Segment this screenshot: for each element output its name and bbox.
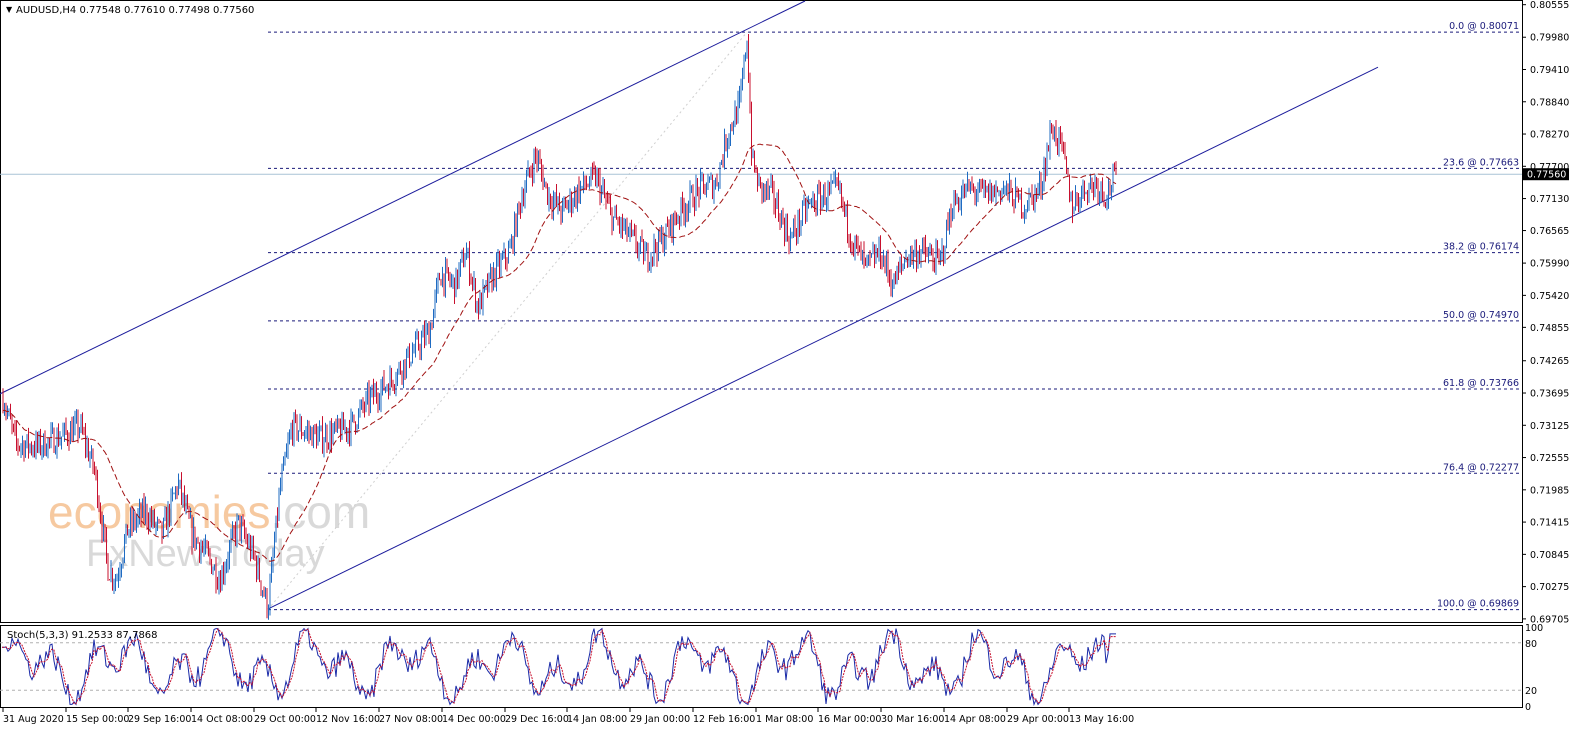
fib-label: 0.0 @ 0.80071 xyxy=(1449,21,1519,32)
fib-label: 50.0 @ 0.74970 xyxy=(1443,310,1519,321)
price-tick-label: 0.71985 xyxy=(1530,485,1569,496)
time-tick-label: 29 Apr 00:00 xyxy=(1007,714,1069,725)
time-tick-label: 30 Mar 16:00 xyxy=(881,714,944,725)
time-tick-label: 14 Oct 08:00 xyxy=(191,714,253,725)
time-tick-label: 12 Feb 16:00 xyxy=(693,714,755,725)
stoch-tick-label: 100 xyxy=(1525,623,1543,634)
stoch-header: Stoch(5,3,3) 91.2533 87.7868 xyxy=(7,630,158,641)
time-tick-label: 1 Mar 08:00 xyxy=(756,714,813,725)
stochastic-indicator: 100 80 20 0 xyxy=(0,623,1543,713)
price-tick-label: 0.70275 xyxy=(1530,582,1569,593)
watermark-part1: economies xyxy=(48,486,270,538)
price-tick-label: 0.78840 xyxy=(1530,97,1569,108)
fib-label: 61.8 @ 0.73766 xyxy=(1443,378,1519,389)
candles xyxy=(2,33,1117,620)
current-price-label: 0.77560 xyxy=(1527,170,1566,181)
stoch-tick-label: 0 xyxy=(1525,702,1531,713)
price-axis: 0.80555 0.79980 0.79410 0.78840 0.78270 0.777… xyxy=(1522,0,1569,625)
price-tick-label: 0.73125 xyxy=(1530,421,1569,432)
price-tick-label: 0.71415 xyxy=(1530,518,1569,529)
time-tick-label: 14 Apr 08:00 xyxy=(944,714,1006,725)
price-tick-label: 0.79980 xyxy=(1530,33,1569,44)
time-tick-label: 29 Dec 16:00 xyxy=(505,714,569,725)
fib-label: 23.6 @ 0.77663 xyxy=(1443,157,1519,168)
price-tick-label: 0.69705 xyxy=(1530,614,1569,625)
price-tick-label: 0.72555 xyxy=(1530,453,1569,464)
price-tick-label: 0.74855 xyxy=(1530,323,1569,334)
current-price-badge xyxy=(1523,168,1569,181)
price-tick-label: 0.70845 xyxy=(1530,550,1569,561)
price-tick-label: 0.76565 xyxy=(1530,226,1569,237)
price-tick-label: 0.73695 xyxy=(1530,389,1569,400)
symbol-header: AUDUSD,H4 0.77548 0.77610 0.77498 0.7756… xyxy=(16,5,254,16)
time-tick-label: 29 Oct 00:00 xyxy=(254,714,316,725)
chart-header: ▼ AUDUSD,H4 0.77548 0.77610 0.77498 0.77… xyxy=(6,5,254,16)
time-tick-label: 14 Dec 00:00 xyxy=(442,714,506,725)
price-tick-label: 0.80555 xyxy=(1530,0,1569,11)
svg-text:economies.com: economies.com xyxy=(48,486,370,538)
stoch-k-line xyxy=(1,627,1116,707)
collapse-arrow-icon[interactable]: ▼ xyxy=(6,5,13,14)
fib-trend-line xyxy=(267,31,748,610)
price-tick-label: 0.79410 xyxy=(1530,65,1569,76)
time-tick-label: 13 May 16:00 xyxy=(1069,714,1134,725)
time-tick-label: 16 Mar 00:00 xyxy=(818,714,881,725)
time-tick-label: 29 Sep 16:00 xyxy=(128,714,191,725)
time-tick-label: 31 Aug 2020 xyxy=(3,714,64,725)
price-channel xyxy=(0,0,1379,610)
channel-upper-line xyxy=(0,0,806,395)
stoch-d-line xyxy=(1,628,1116,705)
fib-levels: 0.0 @ 0.80071 23.6 @ 0.77663 38.2 @ 0.7617… xyxy=(0,21,1522,611)
price-tick-label: 0.75420 xyxy=(1530,291,1569,302)
price-tick-label: 0.74265 xyxy=(1530,356,1569,367)
time-tick-label: 27 Nov 08:00 xyxy=(379,714,443,725)
ma-line xyxy=(3,143,1117,562)
stoch-tick-label: 80 xyxy=(1525,639,1537,650)
price-tick-label: 0.75990 xyxy=(1530,259,1569,270)
stoch-tick-label: 20 xyxy=(1525,686,1537,697)
fib-label: 100.0 @ 0.69869 xyxy=(1437,599,1519,610)
main-panel-frame xyxy=(0,0,1523,623)
time-tick-label: 14 Jan 08:00 xyxy=(567,714,627,725)
time-tick-label: 15 Sep 00:00 xyxy=(66,714,129,725)
time-tick-label: 29 Jan 00:00 xyxy=(630,714,690,725)
time-tick-label: 12 Nov 16:00 xyxy=(316,714,380,725)
fib-label: 76.4 @ 0.72277 xyxy=(1443,462,1519,473)
price-tick-label: 0.77130 xyxy=(1530,194,1569,205)
channel-lower-line xyxy=(267,66,1379,610)
stoch-panel-frame xyxy=(0,625,1523,708)
price-tick-label: 0.77700 xyxy=(1530,162,1569,173)
watermark: economies.com FxNewsToday xyxy=(48,486,370,575)
price-tick-label: 0.78270 xyxy=(1530,130,1569,141)
watermark-part2: .com xyxy=(270,486,370,538)
fib-label: 38.2 @ 0.76174 xyxy=(1443,242,1519,253)
moving-average xyxy=(3,143,1117,562)
